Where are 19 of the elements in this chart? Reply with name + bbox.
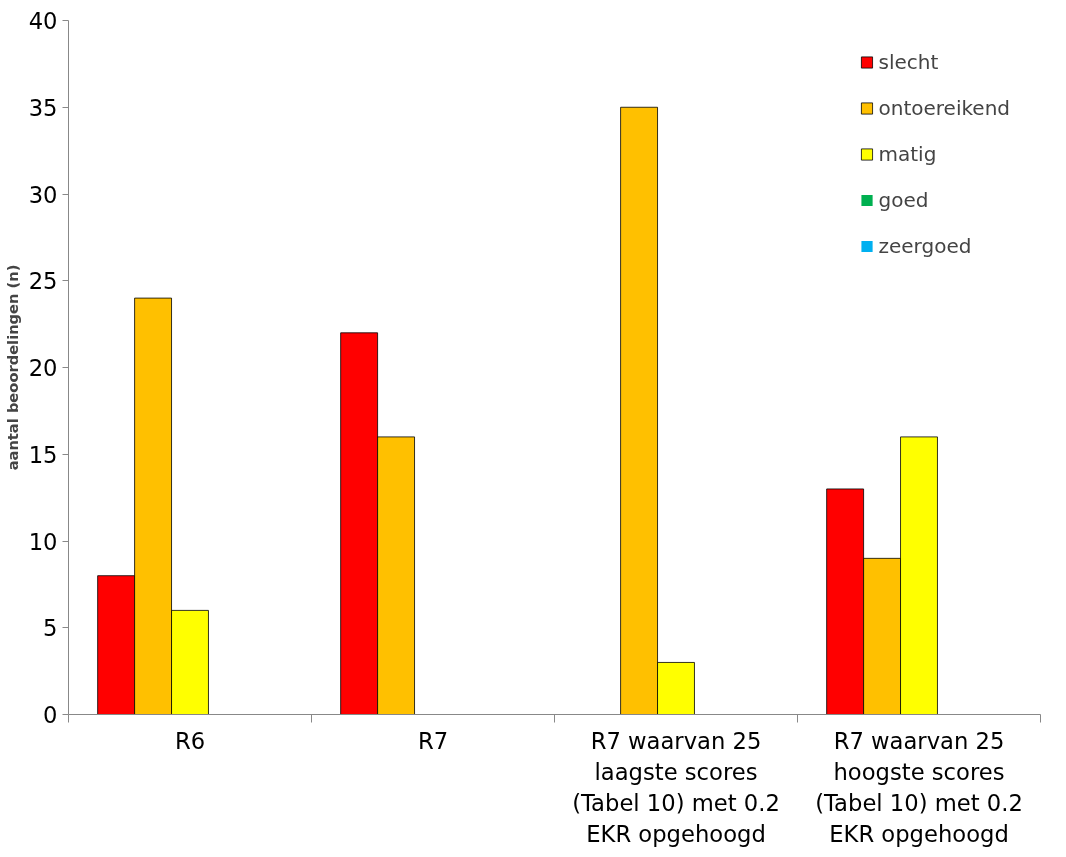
legend-label: slecht	[878, 50, 939, 74]
y-tick-label: 40	[28, 8, 58, 34]
legend-label: matig	[878, 142, 937, 166]
y-tick-label: 0	[43, 702, 58, 728]
legend-label: goed	[878, 188, 929, 212]
x-tick-label: R6	[174, 727, 206, 754]
x-tick-label: R7 waarvan 25 laagste scores (Tabel 10) met 0.2 EKR opgehoogd	[572, 727, 780, 848]
x-tick-label: R7 waarvan 25 hoogste scores (Tabel 10) met 0.2 EKR opgehoogd	[815, 727, 1023, 848]
y-tick-label: 35	[28, 94, 58, 121]
y-tick-label: 25	[28, 268, 58, 295]
legend-label: ontoereikend	[878, 96, 1010, 120]
y-tick-label: 10	[28, 528, 58, 555]
y-tick-label: 5	[43, 615, 58, 642]
y-tick-label: 20	[28, 355, 58, 381]
legend-label: zeergoed	[878, 234, 972, 258]
y-axis-title: aantal beoordelingen (n)	[3, 264, 21, 471]
y-tick-label: 15	[28, 441, 58, 468]
x-tick-label: R7	[417, 727, 449, 754]
y-tick-label: 30	[28, 181, 58, 208]
